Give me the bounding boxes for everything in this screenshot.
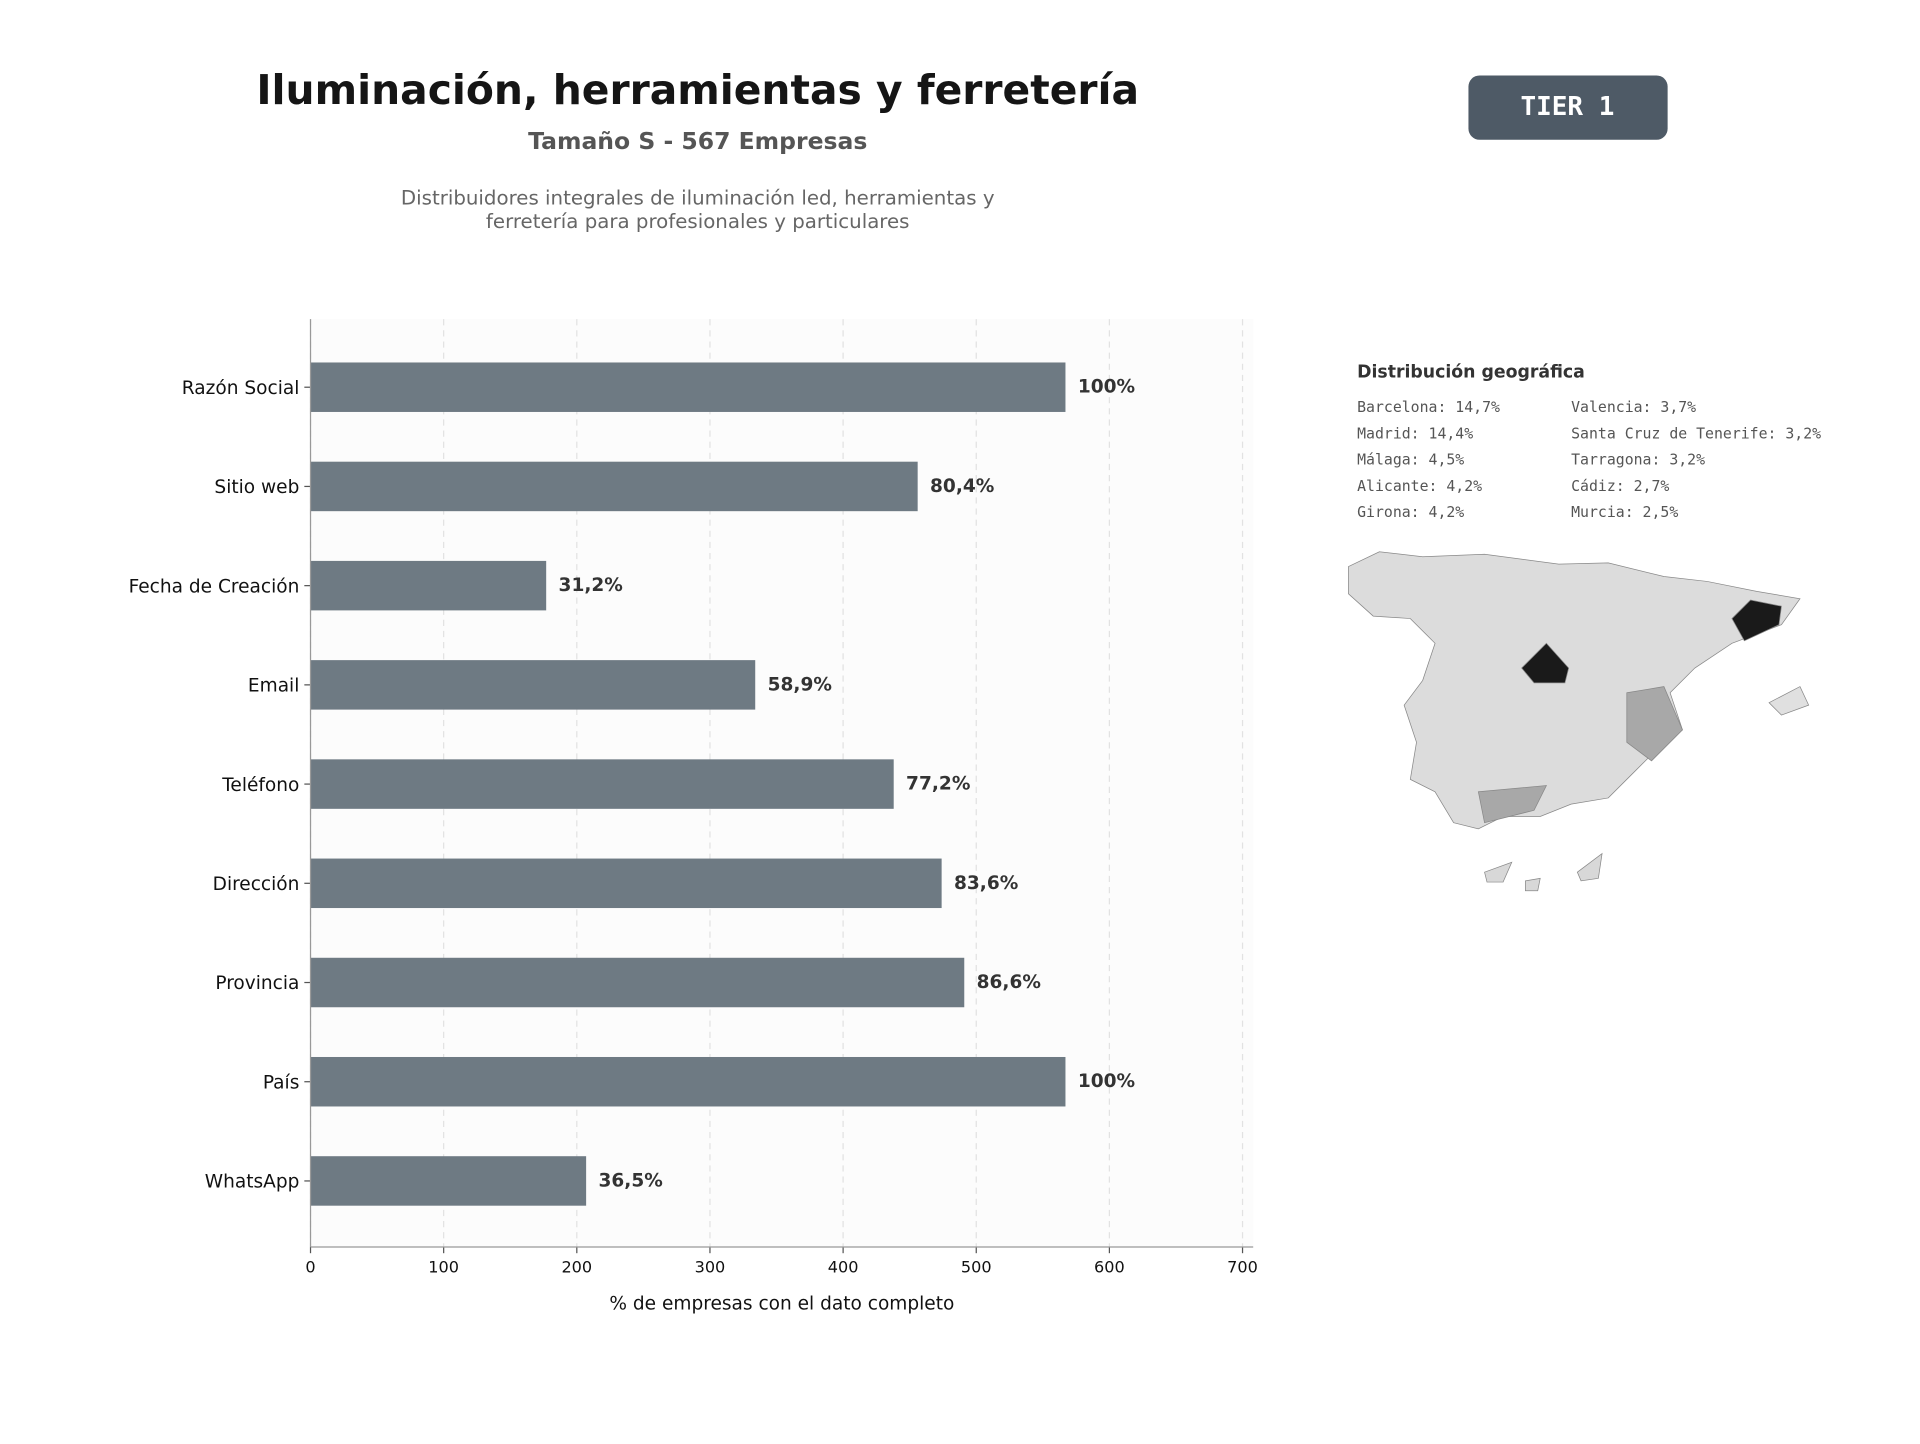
- map-canarias: [1484, 852, 1603, 892]
- value-label: 100%: [1078, 1071, 1135, 1092]
- x-axis-label: % de empresas con el dato completo: [609, 1293, 954, 1314]
- bar: [310, 858, 942, 909]
- chart-subtitle: Tamaño S - 567 Empresas: [528, 127, 867, 155]
- geo-item: Murcia: 2,5%: [1571, 504, 1678, 521]
- value-label: 58,9%: [768, 674, 832, 695]
- geo-item: Barcelona: 14,7%: [1357, 399, 1500, 416]
- badge-text: TIER 1: [1521, 92, 1615, 122]
- x-tick-label: 200: [561, 1258, 592, 1277]
- x-tick-label: 400: [828, 1258, 859, 1277]
- bar: [310, 1156, 587, 1206]
- map-malaga: [1477, 785, 1548, 824]
- value-label: 83,6%: [954, 873, 1018, 894]
- bar: [310, 1056, 1066, 1107]
- bar: [310, 461, 918, 512]
- y-tick-label: Razón Social: [182, 378, 300, 399]
- geo-item: Cádiz: 2,7%: [1571, 478, 1669, 495]
- value-label: 86,6%: [977, 972, 1041, 993]
- value-label: 36,5%: [599, 1170, 663, 1191]
- y-tick-label: Teléfono: [221, 775, 299, 796]
- y-tick-label: Email: [248, 676, 299, 697]
- description-line: ferretería para profesionales y particul…: [486, 210, 910, 233]
- geo-item: Tarragona: 3,2%: [1571, 452, 1705, 469]
- geo-item: Valencia: 3,7%: [1571, 399, 1696, 416]
- map: [1348, 551, 1810, 892]
- value-label: 77,2%: [906, 774, 970, 795]
- bar: [310, 759, 894, 809]
- chart-title: Iluminación, herramientas y ferretería: [256, 66, 1139, 114]
- description-line: Distribuidores integrales de iluminación…: [401, 187, 995, 210]
- x-tick-label: 600: [1094, 1258, 1125, 1277]
- bar: [310, 362, 1066, 412]
- map-madrid: [1521, 642, 1570, 684]
- geo-item: Alicante: 4,2%: [1357, 478, 1482, 495]
- y-tick-label: Sitio web: [214, 477, 299, 498]
- map-baleares: [1768, 686, 1810, 716]
- x-tick-label: 300: [695, 1258, 726, 1277]
- bar: [310, 957, 965, 1008]
- geo-title: Distribución geográfica: [1357, 362, 1585, 382]
- x-tick-label: 700: [1227, 1258, 1258, 1277]
- x-tick-label: 0: [305, 1258, 315, 1277]
- geo-item: Málaga: 4,5%: [1357, 452, 1464, 469]
- geo-item: Girona: 4,2%: [1357, 504, 1464, 521]
- map-peninsula: [1348, 551, 1801, 830]
- value-label: 80,4%: [930, 476, 994, 497]
- x-tick-label: 500: [961, 1258, 992, 1277]
- map-barcelona: [1731, 599, 1782, 642]
- y-tick-label: Provincia: [215, 973, 299, 994]
- geo-item: Santa Cruz de Tenerife: 3,2%: [1571, 425, 1821, 442]
- y-tick-label: País: [263, 1072, 300, 1093]
- y-tick-label: WhatsApp: [205, 1172, 300, 1193]
- badge: [1468, 75, 1668, 140]
- bar: [310, 660, 756, 710]
- value-label: 100%: [1078, 377, 1135, 398]
- map-valencia: [1626, 686, 1683, 762]
- y-tick-label: Dirección: [213, 874, 300, 895]
- bar: [310, 560, 547, 611]
- y-tick-label: Fecha de Creación: [129, 576, 300, 597]
- geo-item: Madrid: 14,4%: [1357, 425, 1473, 442]
- x-tick-label: 100: [428, 1258, 459, 1277]
- value-label: 31,2%: [559, 575, 623, 596]
